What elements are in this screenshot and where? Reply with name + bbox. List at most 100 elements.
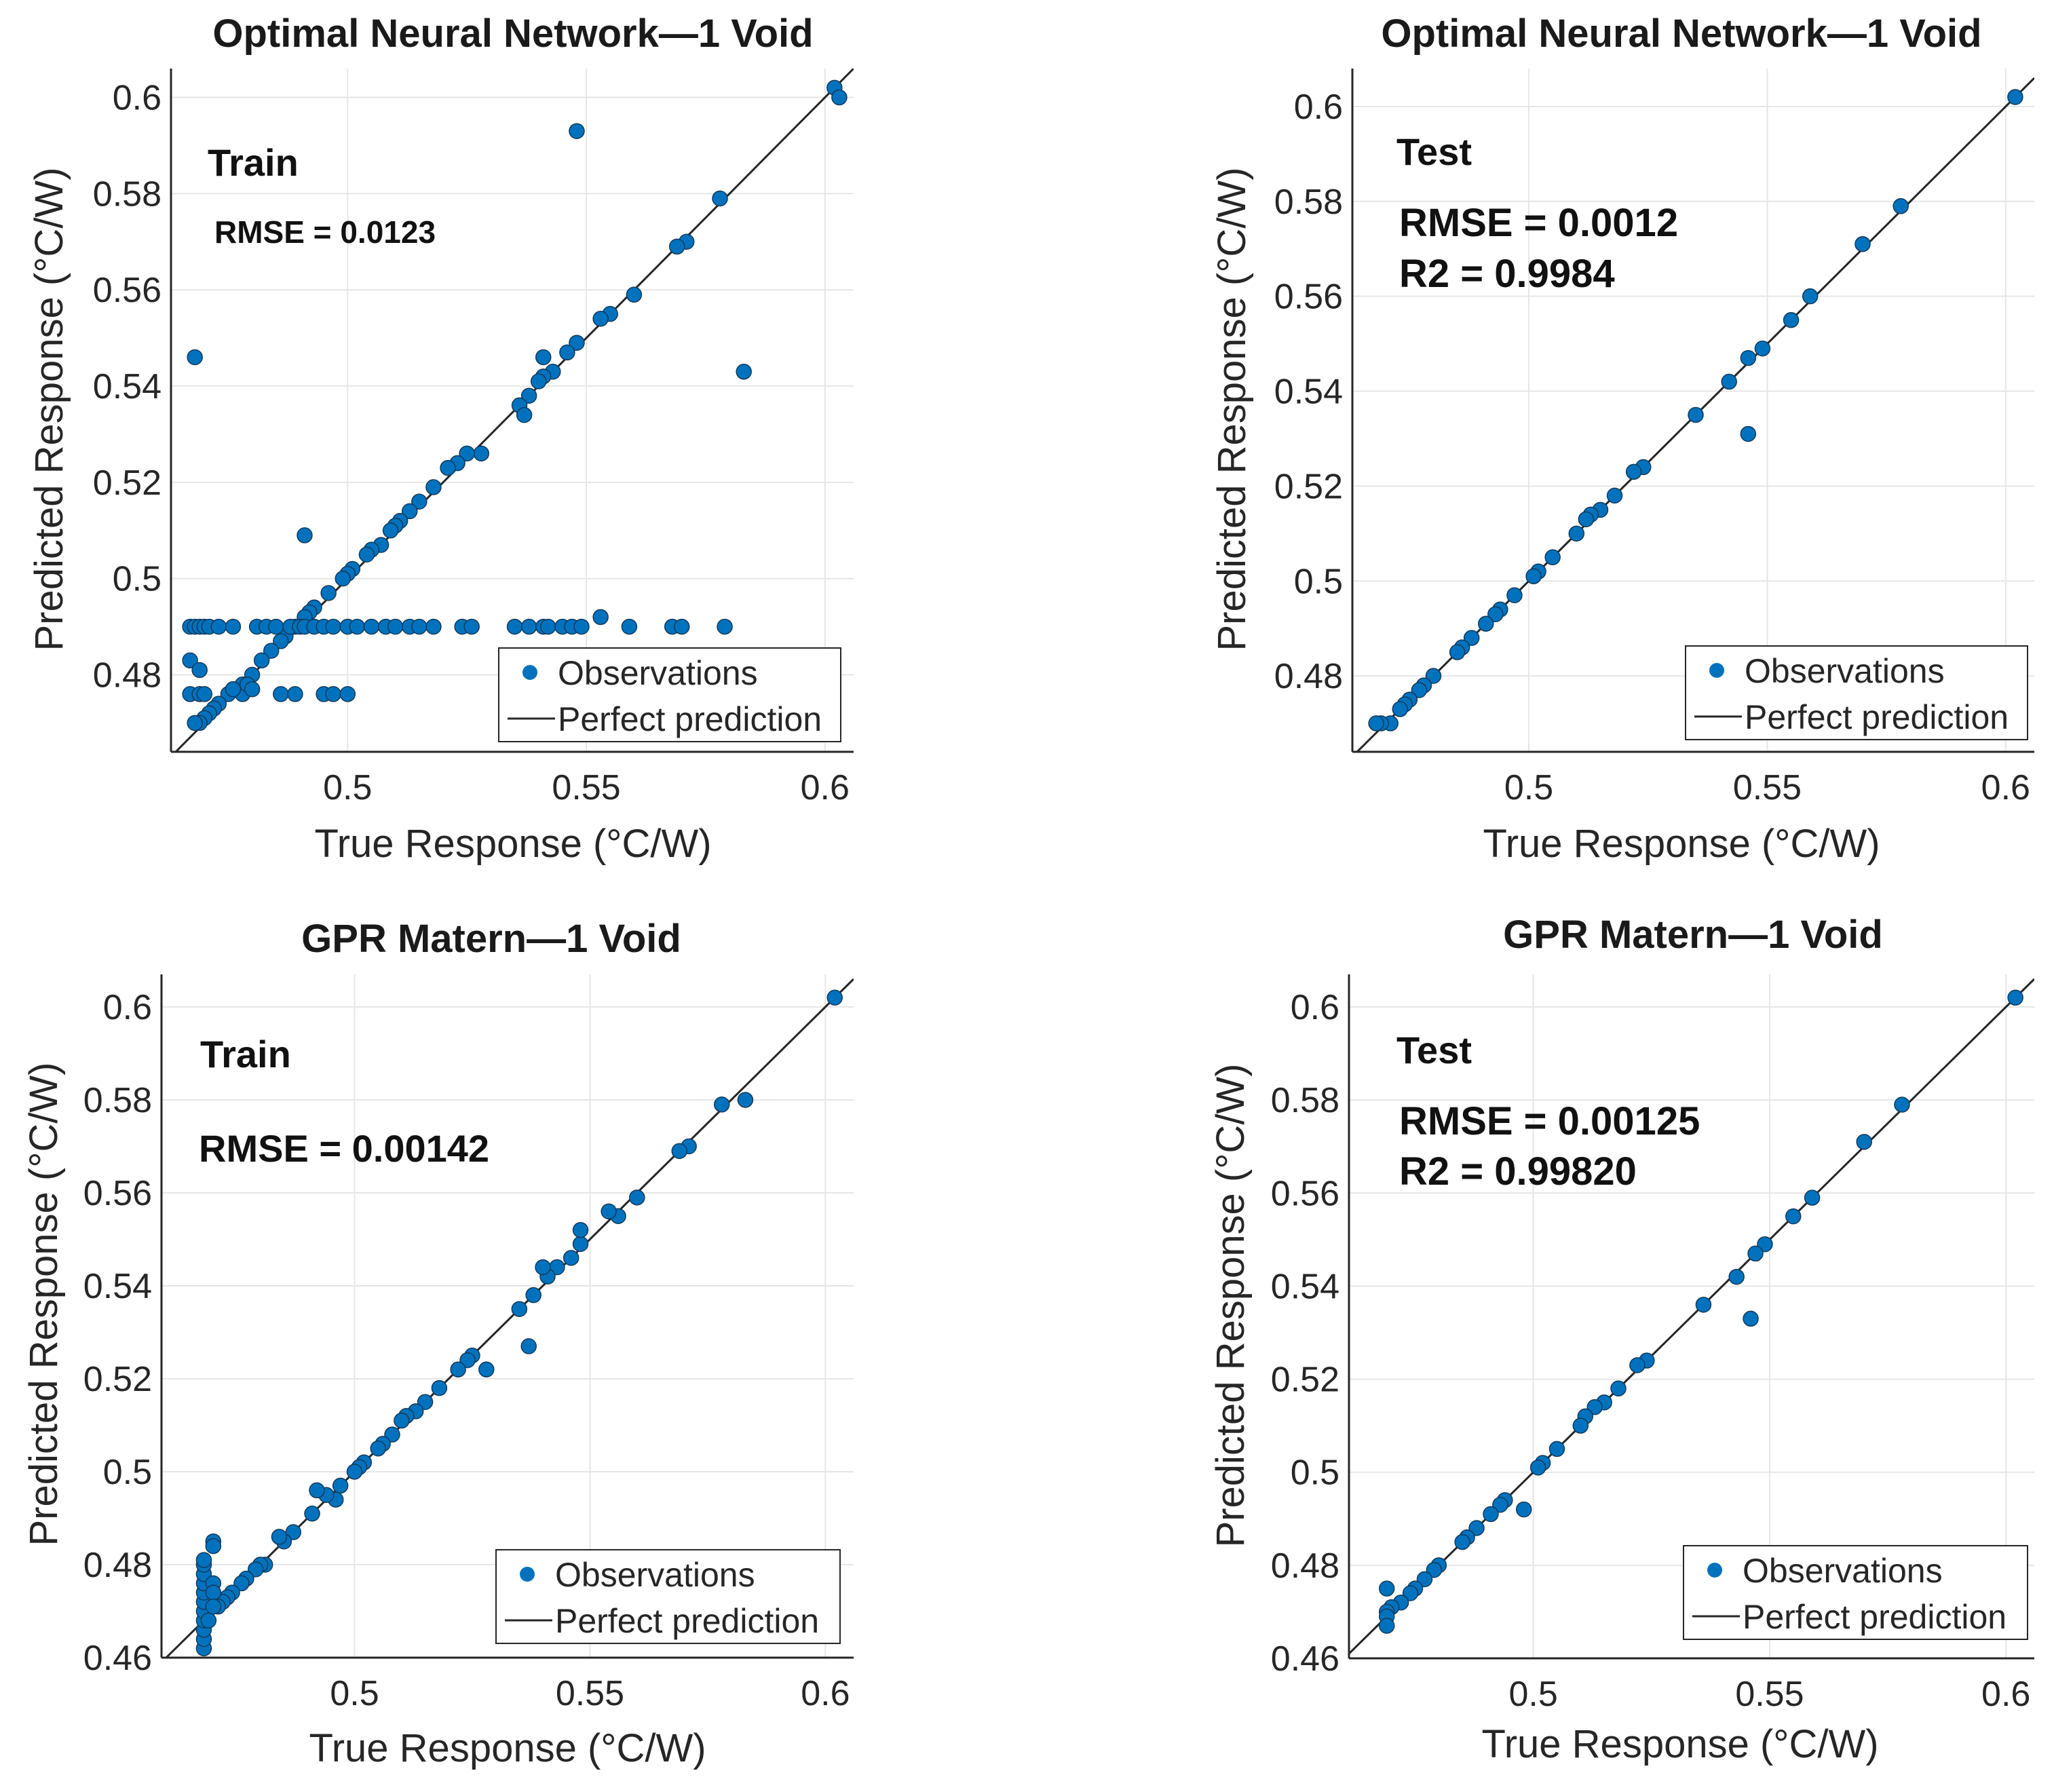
observation-point (826, 989, 843, 1006)
annotation-label: Train (208, 141, 299, 184)
observation-point (1525, 568, 1542, 585)
y-axis-label: Predicted Response (°C/W) (1209, 1064, 1253, 1548)
x-axis-label: True Response (°C/W) (309, 1726, 706, 1770)
observation-point (1606, 487, 1623, 504)
x-axis-label: True Response (°C/W) (314, 822, 711, 866)
legend-label-perfect: Perfect prediction (558, 700, 822, 738)
annotation-rmse: RMSE = 0.0012 (1399, 201, 1678, 245)
observation-point (626, 286, 643, 303)
y-tick-label: 0.48 (83, 1546, 152, 1585)
observation-point (572, 1222, 589, 1238)
x-axis-label: True Response (°C/W) (1481, 1722, 1878, 1766)
observation-point (511, 1301, 528, 1317)
x-tick-label: 0.55 (556, 1674, 624, 1713)
annotation-label: Test (1396, 130, 1472, 173)
observation-point (346, 1464, 363, 1480)
x-tick-label: 0.55 (1735, 1675, 1804, 1714)
observation-point (253, 652, 270, 669)
observation-point (737, 1092, 754, 1108)
observation-point (1463, 630, 1480, 646)
legend: Observations Perfect prediction (1683, 1545, 2028, 1640)
legend: Observations Perfect prediction (1685, 645, 2028, 740)
observation-point (205, 1538, 222, 1555)
y-tick-label: 0.5 (103, 1453, 152, 1492)
observation-point (1492, 1496, 1508, 1513)
observation-point (1855, 235, 1871, 252)
observation-point (1740, 349, 1757, 366)
observation-point (320, 585, 337, 601)
observation-point (473, 445, 490, 462)
plot-area: 0.5 0.55 0.6 0.48 0.5 0.52 0.54 0.56 0.58 0.6 (93, 69, 854, 807)
observation-point (478, 1361, 495, 1378)
observation-point (1568, 525, 1585, 542)
observation-point (2007, 989, 2023, 1006)
y-tick-label: 0.56 (93, 271, 161, 310)
observation-point (273, 633, 289, 649)
observation-point (540, 618, 556, 635)
observation-point (335, 570, 351, 587)
observation-point (1893, 198, 1909, 214)
observation-point (1544, 549, 1561, 566)
observation-point (309, 1482, 325, 1499)
observation-point (363, 618, 380, 635)
observation-point (205, 1598, 222, 1615)
observation-point (1392, 701, 1409, 717)
x-tick-label: 0.6 (1981, 768, 2030, 807)
legend-box (1683, 1545, 2028, 1640)
observation-point (268, 618, 284, 635)
legend: Observations Perfect prediction (495, 1549, 841, 1644)
observation-point (450, 1361, 466, 1378)
legend-label-perfect: Perfect prediction (1745, 698, 2009, 736)
annotation-label: Train (200, 1033, 291, 1075)
observation-point (1411, 682, 1428, 698)
y-tick-label: 0.54 (1274, 373, 1343, 412)
y-tick-label: 0.56 (83, 1174, 152, 1213)
observation-point (592, 609, 609, 626)
x-tick-label: 0.6 (1981, 1675, 2030, 1714)
observation-point (535, 349, 552, 366)
observation-point (572, 1236, 589, 1253)
y-tick-label: 0.58 (1274, 183, 1343, 222)
observation-point (1747, 1245, 1764, 1262)
observation-point (1695, 1297, 1712, 1313)
observation-point (1378, 1618, 1395, 1634)
observation-point (195, 1552, 212, 1568)
observation-point (592, 311, 609, 327)
y-tick-label: 0.5 (113, 560, 161, 599)
legend-marker-observations (1709, 663, 1724, 678)
observation-point (200, 1612, 217, 1628)
x-tick-label: 0.5 (1509, 1675, 1558, 1714)
panel-gpr-train: GPR Matern—1 Void True Response (°C/W) P… (22, 917, 854, 1770)
observation-point (1368, 715, 1384, 731)
observation-point (431, 1379, 448, 1396)
perfect-prediction-line (164, 978, 854, 1658)
y-tick-label: 0.46 (1271, 1639, 1339, 1679)
legend-box (1685, 645, 2028, 740)
observation-point (1515, 1501, 1532, 1518)
observation-point (358, 546, 375, 563)
observation-point (717, 618, 733, 635)
observation-point (1402, 1585, 1419, 1601)
observation-point (831, 89, 848, 106)
observation-point (520, 618, 537, 635)
x-tick-label: 0.5 (330, 1674, 379, 1713)
observation-point (1610, 1380, 1627, 1397)
x-tick-label: 0.55 (552, 768, 620, 807)
y-tick-label: 0.48 (93, 656, 161, 695)
observation-point (394, 1412, 410, 1429)
observation-point (1721, 373, 1737, 390)
observation-point (425, 618, 442, 635)
observation-point (1425, 668, 1442, 684)
observation-point (1586, 1398, 1603, 1415)
observation-point (1529, 1460, 1546, 1476)
observation-point (621, 618, 638, 635)
y-tick-label: 0.54 (1271, 1267, 1339, 1306)
observation-point (1483, 1506, 1499, 1523)
observation-point (191, 662, 208, 679)
y-tick-label: 0.6 (103, 988, 152, 1027)
panel-title: GPR Matern—1 Void (1503, 913, 1883, 957)
observation-point (1416, 1571, 1433, 1588)
observation-point (382, 522, 399, 539)
observation-point (1783, 311, 1800, 328)
